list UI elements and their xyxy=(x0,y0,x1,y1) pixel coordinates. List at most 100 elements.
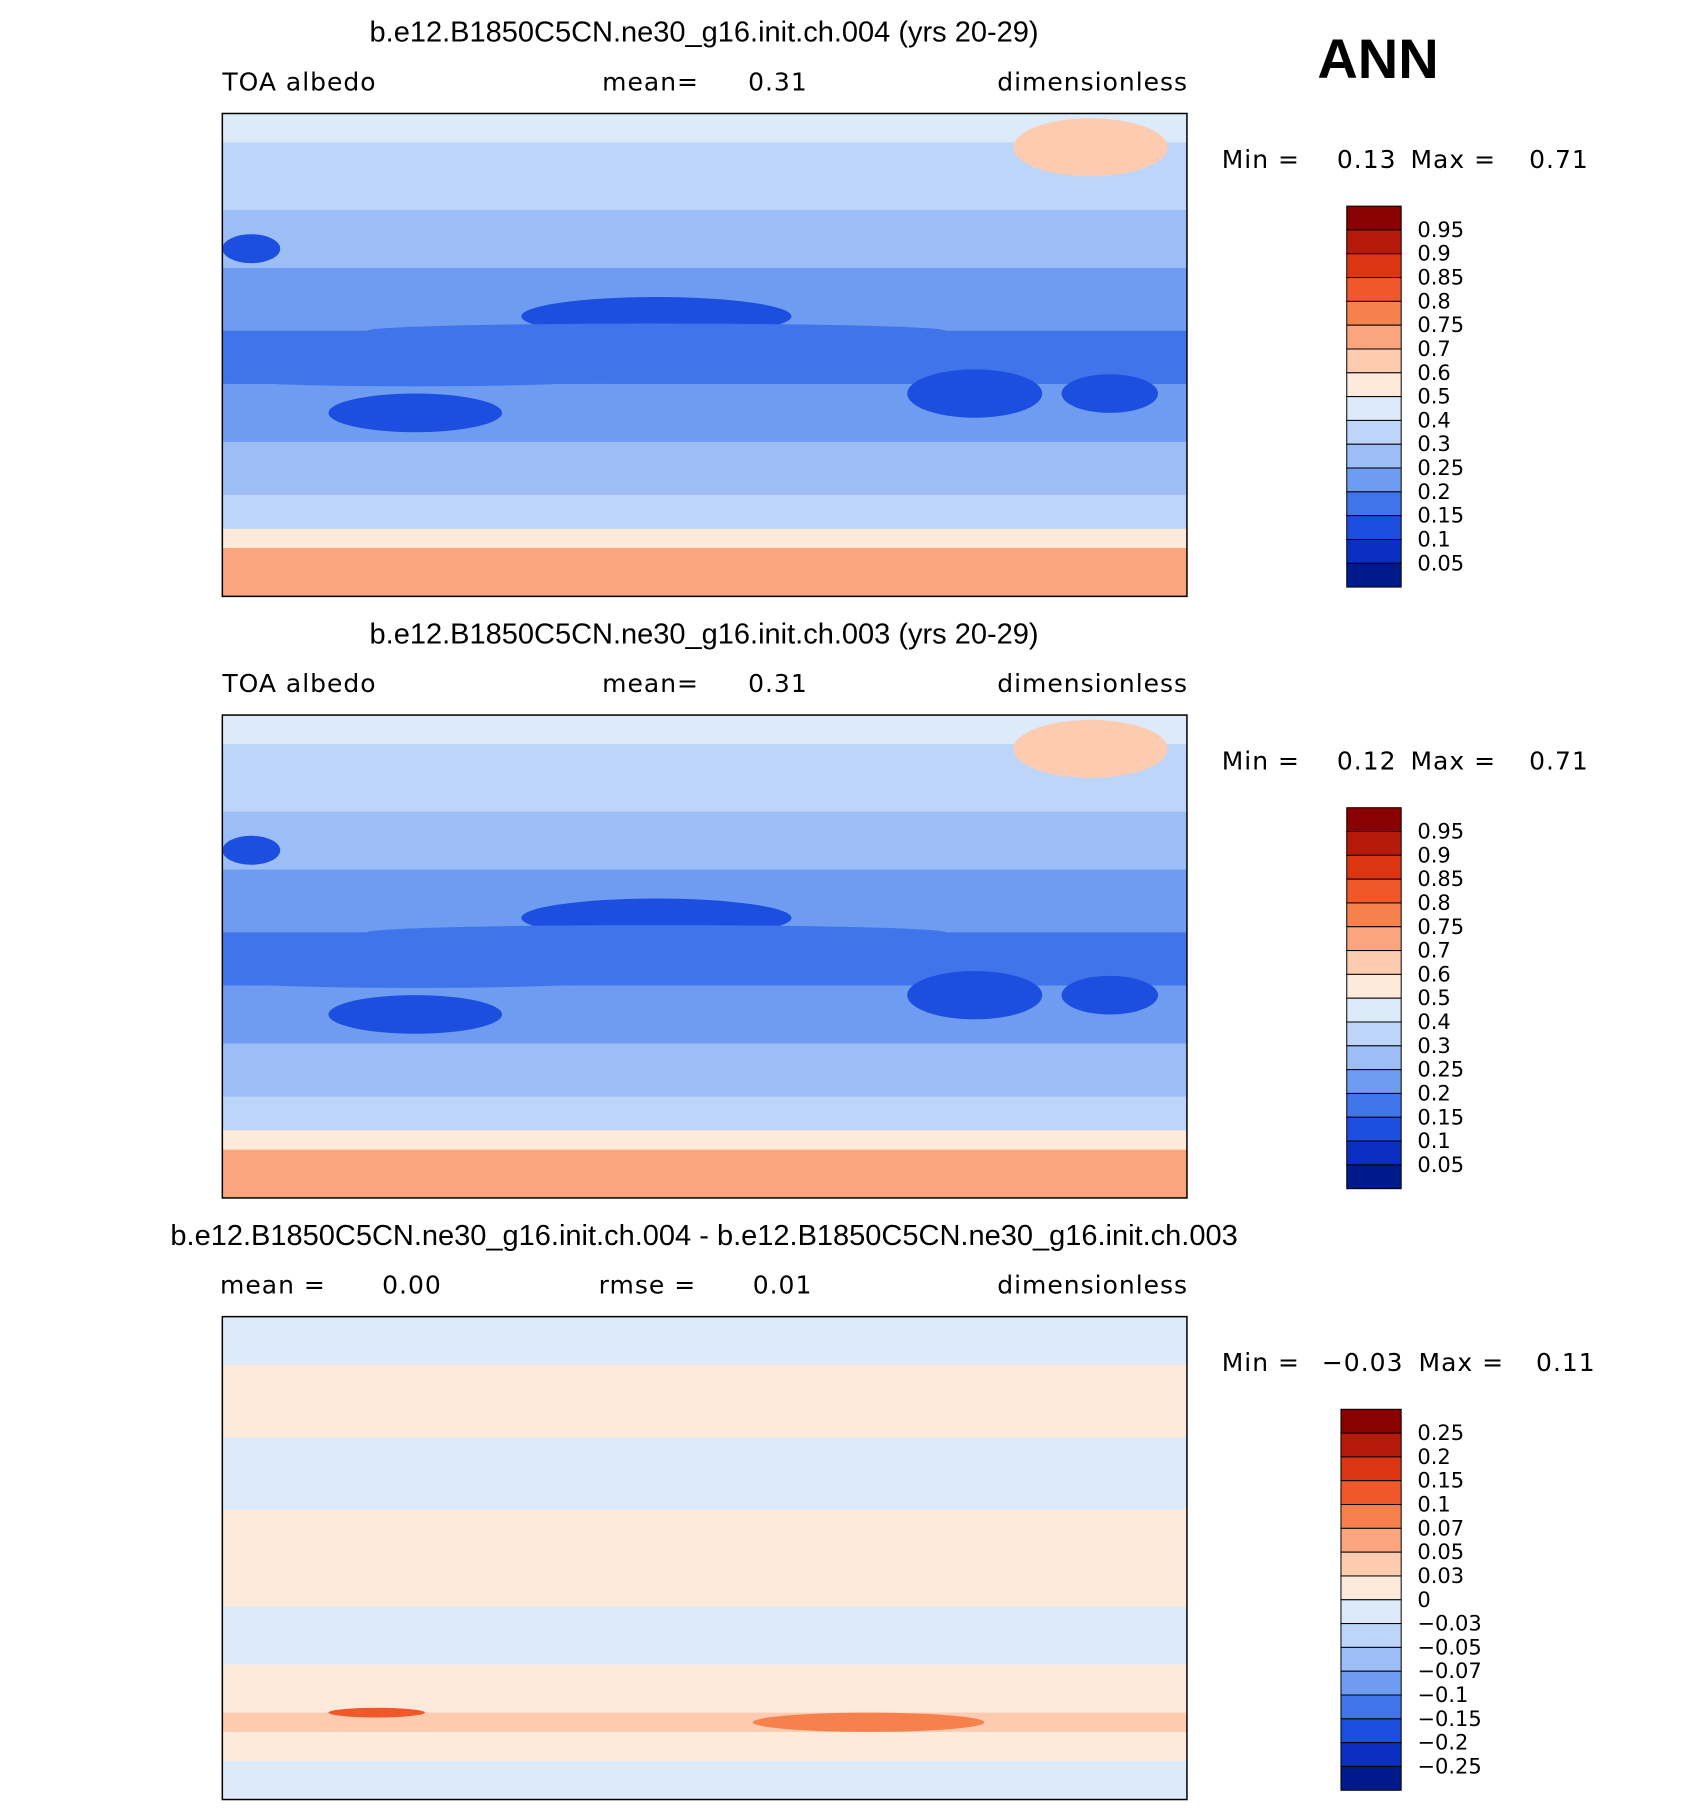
map-field xyxy=(222,1364,1187,1438)
colorbar-box xyxy=(1346,902,1402,928)
colorbar-box xyxy=(1346,831,1402,856)
panel-title: b.e12.B1850C5CN.ne30_g16.init.ch.004 (yr… xyxy=(370,17,1039,49)
map-field xyxy=(222,1606,1187,1665)
colorbar-label: 0.25 xyxy=(1417,1421,1464,1445)
colorbar-label: 0.03 xyxy=(1417,1564,1464,1588)
center-value: 0.31 xyxy=(748,67,808,96)
colorbar-box xyxy=(1340,1765,1402,1791)
map-field xyxy=(222,548,1187,597)
colorbar-box xyxy=(1346,372,1402,398)
map-field xyxy=(907,369,1043,418)
colorbar-box xyxy=(1346,1092,1402,1118)
units-label: dimensionless xyxy=(997,669,1188,698)
map-frame xyxy=(221,714,1188,1199)
colorbar-box xyxy=(1346,1164,1402,1190)
colorbar-box xyxy=(1346,419,1402,445)
left-label: mean = xyxy=(220,1270,326,1299)
colorbar-box xyxy=(1340,1599,1402,1625)
map-field xyxy=(328,393,503,433)
colorbar-label: 0.9 xyxy=(1417,242,1450,266)
colorbar-box xyxy=(1346,205,1402,231)
min-value: 0.12 xyxy=(1337,746,1397,775)
center-label: mean= xyxy=(602,67,699,96)
colorbar-label: 0.1 xyxy=(1417,527,1450,551)
colorbar-label: −0.2 xyxy=(1417,1731,1468,1755)
colorbar-box xyxy=(1346,950,1402,975)
colorbar-label: 0.75 xyxy=(1417,313,1464,337)
map-field xyxy=(222,1316,1187,1366)
colorbar-label: 0.85 xyxy=(1417,266,1464,290)
left-label: TOA albedo xyxy=(221,669,376,698)
colorbar-box xyxy=(1346,300,1402,326)
map-field xyxy=(222,1043,1187,1098)
colorbar-box xyxy=(1340,1670,1402,1696)
left-label: TOA albedo xyxy=(221,67,376,96)
map-field xyxy=(222,1664,1187,1714)
map xyxy=(221,112,1188,598)
colorbar-label: −0.07 xyxy=(1417,1659,1481,1683)
colorbar-box xyxy=(1346,443,1402,469)
map-field xyxy=(1013,118,1168,177)
colorbar-label: 0.2 xyxy=(1417,1445,1450,1469)
map-field xyxy=(222,973,609,988)
map-field xyxy=(222,494,1187,530)
map-field xyxy=(222,1509,1187,1607)
colorbar-box xyxy=(1346,396,1402,421)
colorbar-box xyxy=(1346,997,1402,1023)
center-value: 0.31 xyxy=(748,669,808,698)
colorbar-label: −0.15 xyxy=(1417,1707,1481,1731)
colorbar-box xyxy=(1346,1021,1402,1047)
min-label: Min = xyxy=(1222,1348,1300,1377)
center-label: mean= xyxy=(602,669,699,698)
colorbar-label: 0.6 xyxy=(1417,361,1450,385)
min-value: −0.03 xyxy=(1322,1348,1404,1377)
colorbar-label: 0.15 xyxy=(1417,1105,1464,1129)
colorbar-label: 0.8 xyxy=(1417,891,1450,915)
min-label: Min = xyxy=(1222,145,1300,174)
colorbar-box xyxy=(1346,324,1402,350)
colorbar-box xyxy=(1346,229,1402,255)
map-field xyxy=(328,995,503,1034)
map-field xyxy=(222,234,281,264)
map-field xyxy=(752,1712,985,1732)
map-field xyxy=(1013,719,1168,778)
colorbar-box xyxy=(1346,538,1402,564)
colorbar-box xyxy=(1340,1456,1402,1482)
map-field xyxy=(222,1096,1187,1131)
map-field xyxy=(222,1149,1187,1199)
colorbar-box xyxy=(1340,1694,1402,1720)
left-value: 0.00 xyxy=(382,1270,442,1299)
max-value: 0.71 xyxy=(1529,145,1589,174)
colorbar-label: 0.25 xyxy=(1417,456,1464,480)
colorbar-box xyxy=(1340,1575,1402,1601)
colorbar-box xyxy=(1346,926,1402,952)
map-field xyxy=(1061,374,1159,413)
colorbar-label: 0.6 xyxy=(1417,962,1450,986)
colorbar-label: 0.7 xyxy=(1417,337,1450,361)
colorbar-label: 0.95 xyxy=(1417,820,1464,844)
colorbar-box xyxy=(1346,277,1402,302)
max-label: Max = xyxy=(1410,746,1496,775)
colorbar-box xyxy=(1346,1045,1402,1071)
min-label: Min = xyxy=(1222,746,1300,775)
colorbar-box xyxy=(1340,1480,1402,1506)
colorbar-label: 0.25 xyxy=(1417,1058,1464,1082)
colorbar-box xyxy=(1346,1069,1402,1094)
units-label: dimensionless xyxy=(997,1270,1188,1299)
colorbar-box xyxy=(1346,854,1402,880)
center-value: 0.01 xyxy=(753,1270,813,1299)
colorbar-box xyxy=(1346,878,1402,904)
colorbar-label: 0.15 xyxy=(1417,1469,1464,1493)
colorbar-label: 0.85 xyxy=(1417,867,1464,891)
colorbar-box xyxy=(1340,1408,1402,1434)
colorbar-label: 0.5 xyxy=(1417,986,1450,1010)
colorbar-box xyxy=(1346,973,1402,999)
colorbar-box xyxy=(1340,1646,1402,1672)
colorbar-box xyxy=(1340,1718,1402,1744)
colorbar-label: −0.05 xyxy=(1417,1635,1481,1659)
colorbar-label: 0.3 xyxy=(1417,432,1450,456)
colorbar-box xyxy=(1346,491,1402,517)
units-label: dimensionless xyxy=(997,67,1188,96)
panel-title: b.e12.B1850C5CN.ne30_g16.init.ch.003 (yr… xyxy=(370,618,1039,650)
